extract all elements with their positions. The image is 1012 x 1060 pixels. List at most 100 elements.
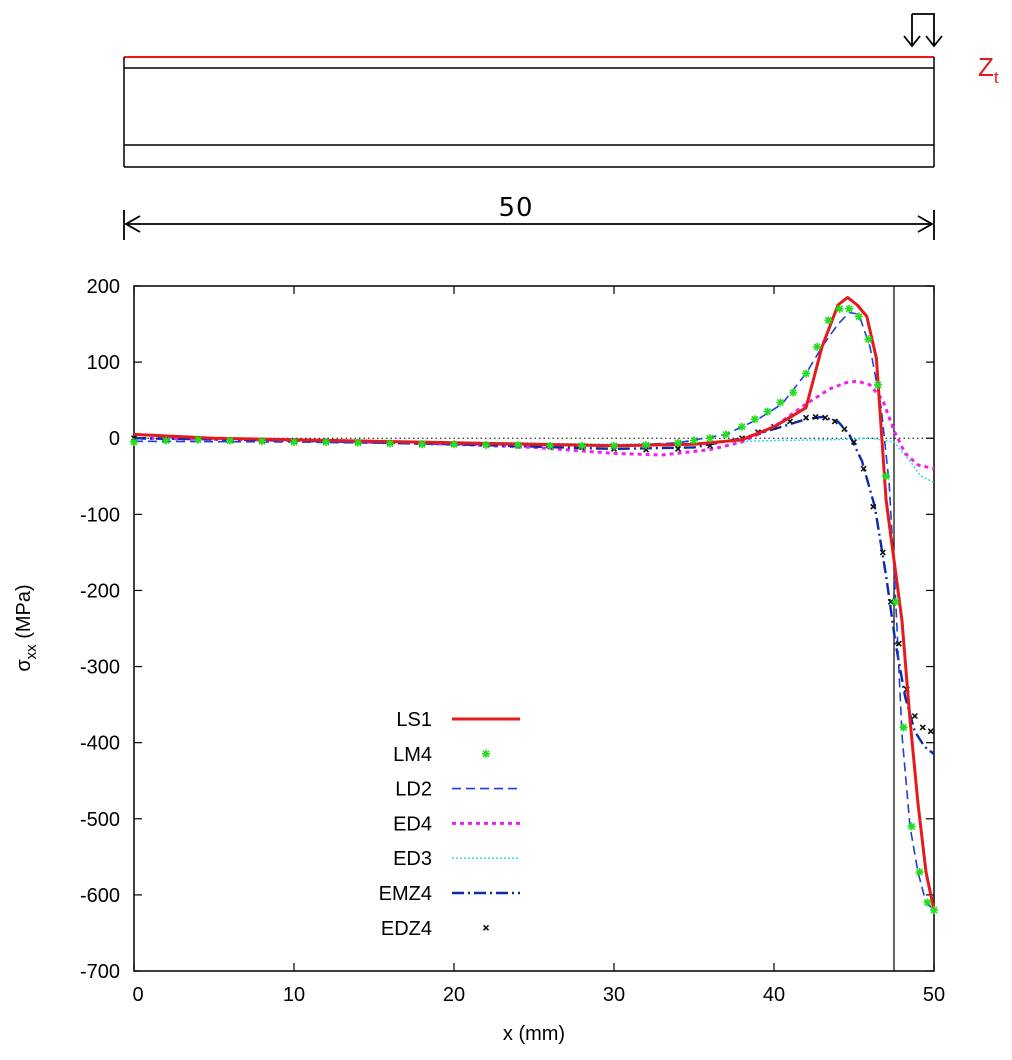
- data-point-lm4: [322, 438, 330, 447]
- data-point-edz4: [911, 712, 918, 720]
- data-point-edz4: [879, 549, 886, 556]
- double-down-arrow-icon: [903, 13, 943, 48]
- legend-marker-lm4: [482, 749, 490, 758]
- data-point-edz4: [802, 414, 810, 421]
- data-point-lm4: [674, 438, 682, 447]
- data-point-lm4: [738, 422, 746, 431]
- y-tick-label: -400: [80, 733, 120, 755]
- y-tick-label: -600: [80, 885, 120, 907]
- y-tick-label: -700: [80, 961, 120, 983]
- series-line-ed4: [133, 379, 935, 471]
- data-point-lm4: [226, 436, 234, 445]
- y-tick-label: 100: [87, 352, 120, 374]
- x-axis-ticks: 0 10 20 30 40 50: [132, 286, 945, 1006]
- data-point-lm4: [482, 441, 490, 450]
- data-point-lm4: [258, 437, 266, 446]
- x-tick-label: 20: [443, 984, 465, 1006]
- data-point-lm4: [845, 304, 854, 313]
- data-point-lm4: [882, 472, 890, 481]
- data-point-lm4: [386, 439, 394, 448]
- legend: LS1 LM4 LD2 ED4 ED3 EMZ4 EDZ4: [379, 709, 520, 940]
- data-point-edz4: [822, 414, 829, 421]
- data-point-edz4: [812, 413, 819, 420]
- y-tick-label: -200: [80, 580, 120, 602]
- series-layer: [130, 295, 938, 915]
- top-surface-label-main: Z: [978, 52, 994, 82]
- series-lm4: [130, 304, 938, 915]
- legend-label-edz4: EDZ4: [381, 918, 432, 940]
- top-surface-label-sub: t: [994, 68, 999, 87]
- data-point-lm4: [194, 435, 202, 444]
- data-point-lm4: [915, 868, 924, 877]
- data-point-lm4: [722, 430, 730, 439]
- series-ld2: [133, 311, 935, 911]
- data-point-lm4: [874, 380, 882, 389]
- series-ed4: [133, 379, 935, 471]
- data-point-lm4: [899, 723, 908, 732]
- y-axis-label: σxx (MPa): [13, 584, 40, 671]
- data-point-edz4: [831, 418, 838, 425]
- data-point-lm4: [290, 438, 298, 447]
- y-axis-ticks: 200 100 0 -100 -200 -300 -400 -500 -600 -700: [80, 276, 934, 983]
- data-point-lm4: [907, 822, 916, 831]
- data-point-lm4: [514, 441, 522, 450]
- series-line-ls1: [133, 295, 936, 911]
- data-point-edz4: [860, 465, 867, 472]
- data-point-lm4: [162, 436, 170, 445]
- data-point-lm4: [763, 407, 772, 416]
- y-tick-label: -500: [80, 809, 120, 831]
- data-point-edz4: [841, 426, 848, 433]
- x-tick-label: 30: [603, 984, 625, 1006]
- data-point-edz4: [642, 446, 650, 453]
- data-point-lm4: [690, 436, 698, 445]
- data-point-lm4: [642, 441, 650, 450]
- data-point-edz4: [887, 598, 894, 605]
- y-tick-label: -100: [80, 504, 120, 526]
- beam-schematic: Zt 50: [123, 13, 999, 240]
- data-point-edz4: [919, 724, 926, 731]
- data-point-lm4: [789, 388, 798, 397]
- legend-label-ld2: LD2: [395, 779, 432, 801]
- data-point-lm4: [864, 335, 873, 344]
- legend-label-lm4: LM4: [393, 744, 432, 766]
- data-point-edz4: [850, 438, 858, 446]
- legend-marker-edz4: [482, 924, 490, 931]
- top-surface-label: Zt: [978, 52, 999, 87]
- y-axis-label-sub: xx: [23, 644, 40, 660]
- x-tick-label: 40: [763, 984, 785, 1006]
- data-point-edz4: [927, 728, 934, 735]
- data-point-lm4: [546, 441, 554, 450]
- data-point-lm4: [450, 440, 458, 449]
- data-point-lm4: [354, 438, 362, 447]
- data-point-lm4: [578, 441, 586, 450]
- y-tick-label: -300: [80, 657, 120, 679]
- data-point-lm4: [923, 898, 932, 907]
- data-point-lm4: [854, 312, 863, 321]
- plot-frame: [133, 285, 935, 972]
- x-axis-label: x (mm): [503, 1023, 565, 1045]
- data-point-lm4: [835, 304, 844, 313]
- data-point-lm4: [930, 906, 938, 915]
- x-tick-label: 0: [132, 984, 143, 1006]
- data-point-lm4: [813, 342, 822, 351]
- y-axis-label-unit: (MPa): [13, 584, 35, 644]
- data-point-lm4: [130, 438, 138, 447]
- legend-label-emz4: EMZ4: [379, 883, 432, 905]
- x-tick-label: 10: [283, 984, 305, 1006]
- data-point-lm4: [891, 597, 900, 606]
- y-tick-label: 200: [87, 276, 120, 298]
- data-point-lm4: [418, 440, 426, 449]
- data-point-edz4: [895, 640, 902, 647]
- length-dimension-label: 50: [498, 193, 533, 223]
- data-point-lm4: [776, 398, 785, 407]
- series-line-ld2: [133, 311, 935, 911]
- y-tick-label: 0: [109, 428, 120, 450]
- series-edz4: [130, 413, 934, 735]
- legend-label-ed3: ED3: [393, 848, 432, 870]
- data-point-lm4: [824, 316, 833, 325]
- legend-label-ed4: ED4: [393, 813, 432, 835]
- legend-label-ls1: LS1: [396, 709, 432, 731]
- length-dimension: [123, 210, 935, 240]
